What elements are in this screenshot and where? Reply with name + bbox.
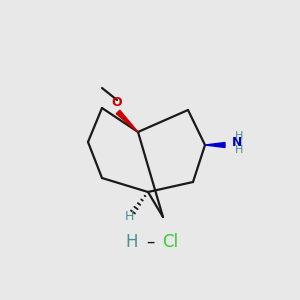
Text: H: H <box>235 145 243 155</box>
Text: N: N <box>232 136 242 149</box>
Text: O: O <box>112 96 122 109</box>
Text: Cl: Cl <box>162 233 178 251</box>
Text: –: – <box>146 233 154 251</box>
Text: H: H <box>124 209 134 223</box>
Text: H: H <box>235 131 243 141</box>
Polygon shape <box>205 142 225 148</box>
Text: H: H <box>126 233 138 251</box>
Polygon shape <box>116 110 138 132</box>
